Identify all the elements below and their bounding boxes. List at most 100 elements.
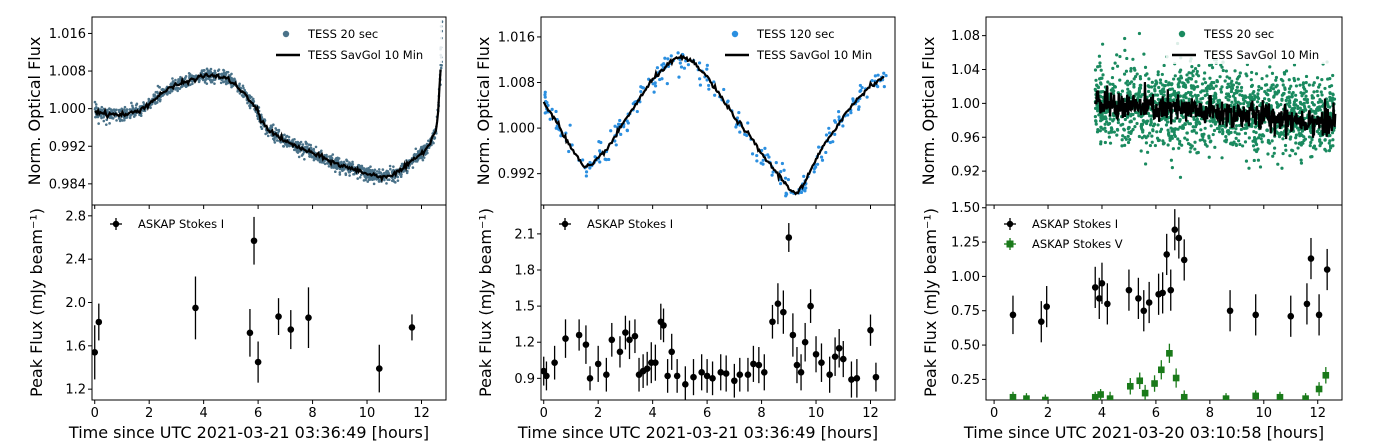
- tess-point: [1148, 93, 1152, 98]
- y-tick-label: 0.96: [951, 131, 980, 146]
- tess-point: [1181, 126, 1185, 131]
- tess-point: [755, 153, 759, 158]
- tess-point: [1275, 102, 1280, 106]
- tess-point: [705, 63, 709, 67]
- x-tick-label: 0: [990, 406, 998, 421]
- y-tick-label: 1.08: [951, 29, 980, 44]
- tess-point: [128, 116, 132, 120]
- tess-point: [543, 93, 547, 97]
- tess-point: [1324, 149, 1328, 153]
- tess-point: [1190, 94, 1194, 99]
- tess-point: [1123, 48, 1127, 53]
- tess-point: [1251, 91, 1255, 95]
- data-point: [812, 350, 820, 358]
- tess-point: [1247, 136, 1251, 140]
- tess-point: [837, 115, 841, 119]
- tess-point: [1312, 103, 1316, 107]
- x-tick-label: 12: [1309, 406, 1326, 421]
- tess-point: [1166, 132, 1171, 136]
- tess-point: [1281, 151, 1285, 156]
- tess-point: [1320, 78, 1324, 82]
- data-point: [1009, 311, 1017, 319]
- tess-point: [1309, 140, 1313, 145]
- tess-point: [804, 186, 808, 190]
- legend-label: TESS 20 sec: [1203, 27, 1274, 41]
- y-tick-label: 0.75: [951, 304, 980, 319]
- data-point: [1287, 312, 1295, 320]
- tess-point: [357, 163, 360, 167]
- tess-point: [1170, 82, 1174, 86]
- tess-point: [1178, 142, 1182, 146]
- tess-point: [1302, 101, 1306, 105]
- tess-point: [316, 158, 320, 162]
- tess-point: [100, 105, 104, 109]
- tess-point: [858, 89, 862, 93]
- tess-point: [213, 69, 217, 73]
- tess-point: [1214, 84, 1218, 88]
- tess-point: [622, 125, 626, 129]
- tess-point: [1315, 76, 1320, 80]
- tess-point: [1129, 131, 1133, 136]
- tess-point: [1294, 136, 1298, 140]
- data-point: [1151, 380, 1158, 387]
- tess-point: [344, 172, 348, 175]
- tess-point: [584, 170, 589, 174]
- tess-point: [1212, 128, 1217, 133]
- tess-point: [1220, 85, 1224, 89]
- tess-point: [1234, 127, 1238, 131]
- tess-point: [399, 175, 403, 179]
- tess-point: [1256, 92, 1260, 96]
- tess-point: [616, 122, 621, 126]
- tess-point: [1254, 130, 1258, 135]
- tess-point: [220, 73, 224, 77]
- tess-point: [1132, 82, 1136, 87]
- tess-point: [1243, 140, 1248, 144]
- data-point: [305, 314, 312, 321]
- tess-point: [1181, 81, 1185, 85]
- tess-point: [110, 109, 114, 113]
- tess-point: [1150, 80, 1154, 84]
- tess-point: [1189, 77, 1193, 81]
- tess-point: [125, 108, 129, 111]
- tess-point: [1199, 90, 1203, 94]
- tess-point: [360, 165, 364, 169]
- tess-point: [1277, 135, 1282, 139]
- tess-point: [389, 167, 392, 171]
- tess-point: [1115, 53, 1119, 57]
- tess-point: [1215, 126, 1219, 131]
- tess-point: [1093, 106, 1098, 110]
- tess-point: [1328, 98, 1332, 102]
- tess-point: [239, 86, 243, 90]
- tess-point: [546, 103, 550, 108]
- tess-point: [1103, 126, 1107, 130]
- tess-point: [1193, 147, 1197, 151]
- tess-point: [1251, 144, 1256, 148]
- tess-point: [613, 139, 617, 143]
- tess-point: [1292, 102, 1296, 106]
- tess-point: [386, 178, 389, 181]
- tess-point: [108, 122, 111, 125]
- tess-point: [1276, 162, 1280, 166]
- data-point: [1171, 226, 1179, 234]
- tess-point: [1145, 72, 1149, 76]
- tess-point: [1241, 144, 1245, 148]
- tess-point: [1144, 141, 1148, 145]
- y-tick-label: 1.5: [514, 300, 535, 315]
- tess-point: [663, 56, 667, 60]
- tess-point: [1203, 81, 1208, 85]
- data-point: [1172, 374, 1180, 382]
- tess-point: [373, 168, 377, 172]
- x-tick-label: 12: [862, 406, 879, 421]
- tess-point: [1144, 120, 1149, 124]
- tess-point: [1122, 128, 1126, 132]
- tess-point: [1138, 83, 1142, 87]
- tess-point: [381, 168, 385, 171]
- tess-point: [831, 140, 835, 144]
- data-point: [1222, 395, 1230, 400]
- tess-point: [1260, 133, 1264, 138]
- x-tick-label: 6: [703, 406, 711, 421]
- tess-point: [378, 170, 381, 174]
- tess-point: [1135, 121, 1139, 126]
- tess-point: [413, 153, 417, 156]
- data-point: [1159, 289, 1166, 297]
